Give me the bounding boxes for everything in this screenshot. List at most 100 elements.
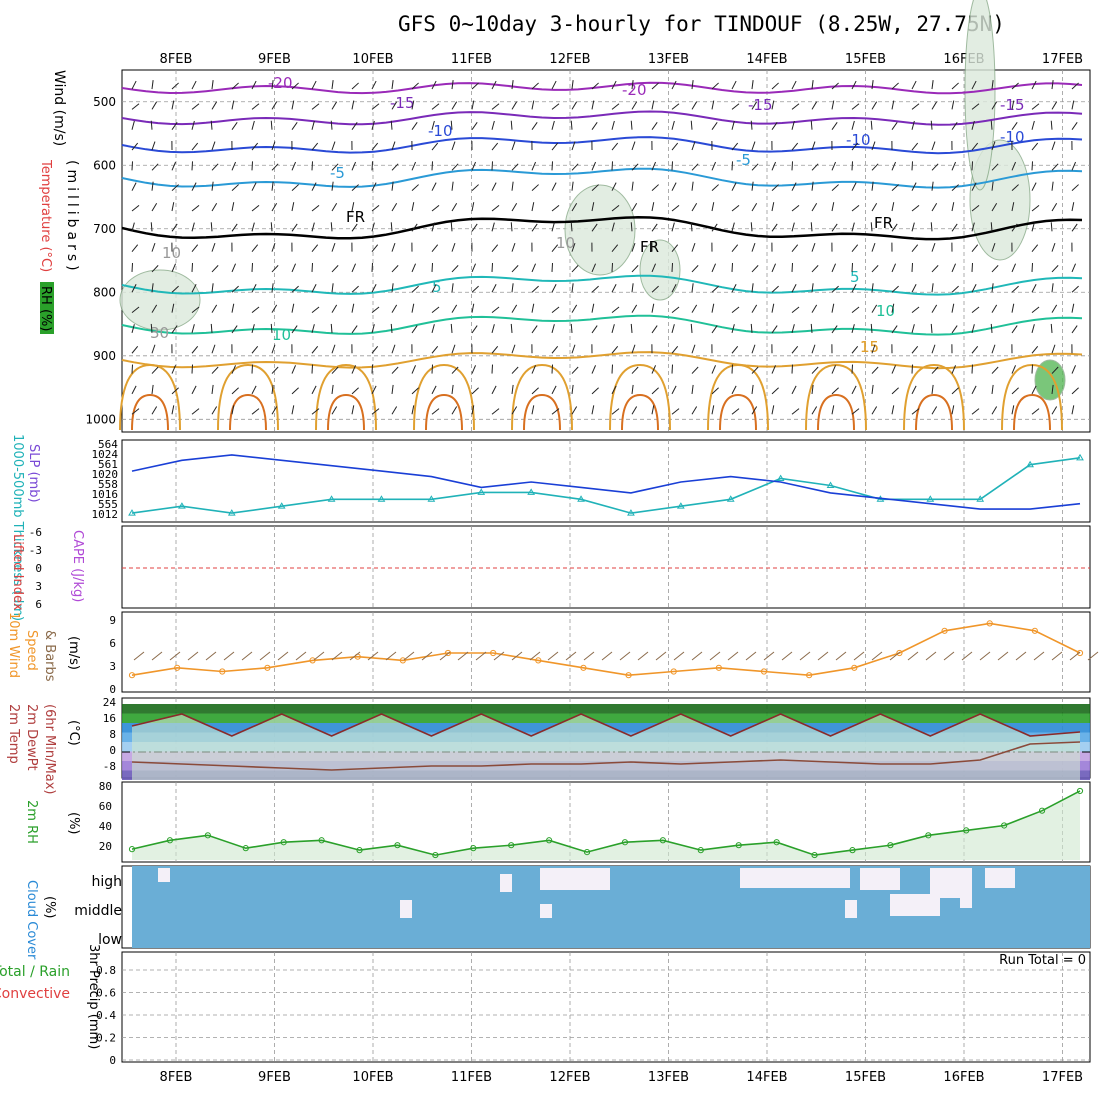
pressure-tick: 1000 [85,412,116,426]
cloud-clear-patch [960,868,972,908]
upper-wind-barb [331,366,339,374]
upper-wind-barb [1071,365,1077,374]
upper-wind-barb [971,306,980,313]
contour-label: -5 [736,151,751,169]
wind10-label-1: 10m Wind [6,612,21,678]
wind10-unit: (m/s) [66,636,81,670]
contour-label: -20 [268,74,293,92]
upper-wind-barb [491,80,497,90]
upper-wind-barb [451,141,456,151]
wind10-barb [601,651,613,661]
upper-wind-barb [651,184,659,192]
upper-wind-barb [531,303,535,313]
upper-wind-barb [191,222,195,232]
upper-wind-barb [751,265,759,273]
upper-wind-barb [1051,181,1054,191]
cloud-clear-patch [400,900,412,918]
upper-wind-barb [450,120,453,130]
upper-wind-barb [791,204,800,212]
wind10-barb [835,651,847,661]
upper-wind-barb [270,120,273,130]
upper-wind-barb [751,203,758,212]
precip-tick: 0 [109,1054,116,1067]
upper-wind-barb [750,120,753,130]
upper-wind-barb [1031,364,1034,374]
upper-wind-barb [911,161,914,171]
upper-wind-barb [1051,406,1058,415]
isotherm-5 [121,274,1083,296]
upper-wind-barb [851,80,857,90]
upper-wind-barb [871,366,879,374]
rh-shading [639,239,681,301]
upper-wind-barb [211,80,214,90]
upper-wind-barb [651,122,658,130]
upper-wind-barb [851,103,860,110]
cloud-clear-patch [500,874,512,892]
upper-wind-barb [870,120,873,130]
upper-wind-barb [611,120,615,130]
upper-wind-barb [431,324,435,334]
upper-wind-barb [351,365,357,374]
upper-wind-barb [791,306,800,313]
upper-wind-barb [911,204,920,212]
upper-wind-barb [690,323,693,333]
upper-wind-barb [971,408,980,415]
upper-wind-barb [871,181,874,191]
upper-wind-barb [851,120,855,130]
upper-wind-barb [151,80,154,90]
upper-wind-barb [171,263,177,273]
upper-wind-barb [651,365,657,374]
upper-wind-barb [471,161,477,171]
upper-wind-barb [231,223,238,232]
upper-wind-barb [491,103,500,110]
upper-wind-barb [331,242,336,252]
upper-wind-barb [551,182,557,191]
wind10-barb [475,651,487,661]
upper-wind-barb [311,182,317,191]
upper-wind-barb [491,306,500,313]
isotherm-25 [817,393,855,431]
wind10-barb [439,651,451,661]
upper-wind-barb [491,364,494,374]
upper-wind-barb [390,120,393,130]
upper-wind-barb [211,141,216,151]
isotherm-25 [229,393,267,431]
upper-wind-barb [911,120,915,130]
upper-wind-barb [1011,122,1018,130]
upper-wind-barb [791,80,797,90]
upper-wind-barb [251,244,259,252]
contour-label: -10 [1000,128,1025,146]
upper-wind-barb [491,204,500,212]
upper-wind-barb [911,182,917,191]
upper-wind-barb [831,184,839,192]
upper-wind-barb [211,304,218,313]
upper-wind-barb [851,182,857,191]
isotherm-25 [621,393,659,431]
upper-wind-barb [990,120,993,130]
upper-wind-barb [911,364,914,374]
upper-wind-barb [411,122,418,130]
upper-wind-barb [731,324,735,334]
upper-temp-label: Temperature (°C) [38,159,53,272]
thickness-series-point [577,495,585,502]
upper-wind-barb [331,344,336,354]
upper-wind-barb [391,181,394,191]
upper-wind-barb [891,100,895,110]
upper-wind-barb [351,285,359,293]
upper-wind-barb [351,122,358,130]
upper-wind-barb [1031,161,1034,171]
upper-wind-barb [231,303,235,313]
upper-wind-barb [191,204,200,212]
upper-wind-barb [511,344,516,354]
upper-wind-barb [191,324,195,334]
upper-wind-barb [1071,285,1079,293]
upper-unit-label: (millibars) [64,160,80,275]
upper-wind-barb [151,384,154,394]
upper-wind-barb [150,323,153,333]
wind10-barb [673,651,685,661]
upper-wind-barb [1071,161,1077,171]
upper-wind-barb [1050,222,1053,232]
upper-wind-barb [1051,283,1054,293]
wind10-barb [853,651,865,661]
upper-wind-barb [1050,120,1053,130]
